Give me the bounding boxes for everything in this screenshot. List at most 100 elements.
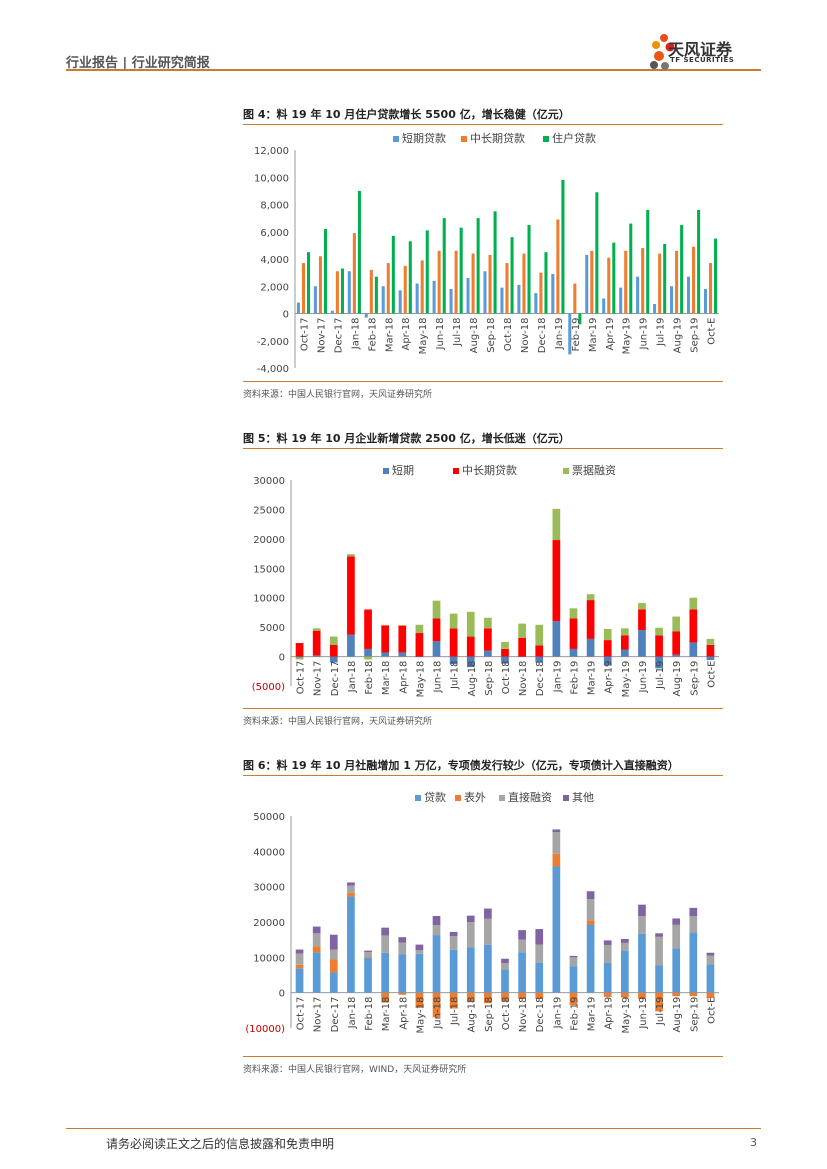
x-tick-label: Nov-18	[518, 997, 529, 1033]
y-tick-label: 2,000	[260, 282, 289, 293]
y-tick-label: 10,000	[254, 173, 289, 184]
x-tick-label: Feb-18	[364, 661, 375, 695]
bar-贷款	[655, 965, 663, 993]
bar-中长期贷款	[708, 263, 713, 314]
bar-短期	[552, 621, 561, 657]
x-tick-label: Apr-18	[401, 318, 412, 351]
bar-其他	[620, 938, 629, 943]
bar-住户贷款	[629, 223, 633, 314]
x-tick-label: May-19	[621, 661, 632, 698]
bar-贷款	[432, 935, 441, 993]
bar-表外	[603, 992, 612, 997]
bar-中长期贷款	[415, 633, 424, 657]
y-tick-label: 30000	[253, 883, 285, 894]
bar-短期贷款	[585, 254, 589, 314]
bar-短期贷款	[653, 303, 657, 314]
x-tick-label: Jan-19	[552, 997, 563, 1030]
y-tick-label: 0	[279, 989, 285, 1000]
x-tick-label: Jun-18	[433, 661, 444, 694]
bar-短期	[620, 649, 629, 657]
bar-贷款	[706, 964, 715, 993]
bar-中长期贷款	[432, 618, 441, 642]
figure-5-source: 资料来源：中国人民银行官网，天风证券研究所	[243, 717, 433, 727]
x-tick-label: Nov-17	[313, 997, 324, 1033]
bar-中长期贷款	[624, 250, 628, 314]
x-tick-label: Dec-18	[537, 318, 548, 354]
bar-中长期贷款	[675, 250, 679, 314]
bar-表外	[432, 992, 441, 1018]
bar-表外	[398, 992, 407, 995]
bar-住户贷款	[527, 224, 531, 314]
bar-中长期贷款	[312, 630, 321, 656]
bar-贷款	[484, 944, 492, 993]
x-tick-label: Sep-19	[689, 997, 700, 1032]
x-tick-label: Jul-19	[655, 997, 666, 1026]
x-tick-label: Nov-18	[518, 661, 529, 697]
bar-其他	[501, 958, 509, 963]
bar-贷款	[381, 952, 390, 993]
bar-贷款	[398, 954, 407, 993]
legend-label: 短期贷款	[402, 131, 446, 145]
x-tick-label: Feb-19	[569, 997, 580, 1031]
bar-中长期贷款	[620, 635, 629, 650]
bar-短期贷款	[534, 293, 538, 314]
y-tick-label: 40000	[253, 847, 285, 858]
bar-其他	[484, 908, 492, 919]
bar-住户贷款	[595, 192, 599, 314]
bar-贷款	[466, 947, 475, 993]
figure-5-rule	[243, 448, 723, 449]
bar-其他	[569, 955, 578, 958]
bar-票据融资	[415, 624, 424, 634]
x-tick-label: Oct-E	[707, 318, 718, 345]
x-tick-label: Aug-19	[672, 661, 683, 697]
x-tick-label: Jan-18	[347, 661, 358, 694]
bar-中长期贷款	[335, 271, 339, 314]
bar-票据融资	[603, 628, 612, 641]
bar-表外	[381, 992, 390, 1003]
bar-短期贷款	[551, 273, 555, 314]
bar-中长期贷款	[301, 263, 306, 314]
x-tick-label: Dec-17	[333, 318, 344, 354]
bar-中长期贷款	[569, 618, 578, 649]
x-tick-label: Feb-18	[364, 997, 375, 1031]
bar-短期	[603, 656, 612, 666]
bar-直接融资	[466, 922, 475, 948]
legend-swatch	[563, 468, 569, 474]
legend-label: 直接融资	[508, 790, 552, 804]
bar-短期贷款	[449, 288, 453, 314]
bar-中长期贷款	[586, 600, 595, 639]
x-tick-label: May-19	[622, 318, 633, 355]
legend-swatch	[461, 136, 467, 142]
legend-swatch	[543, 136, 549, 142]
bar-中长期贷款	[454, 250, 458, 314]
bar-表外	[535, 992, 544, 1000]
logo-text: 天风证券	[668, 40, 733, 59]
bar-贷款	[295, 968, 304, 993]
x-tick-label: Sep-18	[484, 661, 495, 696]
bar-住户贷款	[459, 227, 463, 314]
bar-表外	[586, 920, 595, 925]
bar-直接融资	[329, 949, 338, 960]
y-tick-label: (5000)	[252, 682, 285, 693]
x-tick-label: Oct-17	[296, 661, 307, 695]
bar-票据融资	[586, 594, 595, 601]
bar-表外	[620, 992, 629, 998]
legend-swatch	[383, 468, 389, 474]
bar-其他	[552, 829, 561, 833]
figure-4-title: 图 4：料 19 年 10 月住户贷款增长 5500 亿，增长稳健（亿元）	[243, 108, 570, 121]
bar-住户贷款	[561, 179, 565, 314]
bar-其他	[706, 952, 715, 956]
footer-disclaimer: 请务必阅读正文之后的信息披露和免责申明	[106, 1137, 335, 1151]
figure-6-bottom-rule	[243, 1056, 723, 1057]
bar-中长期贷款	[655, 635, 663, 657]
bar-短期	[484, 650, 492, 657]
y-tick-label: -4,000	[257, 364, 289, 375]
x-tick-label: Nov-18	[520, 318, 531, 354]
bar-中长期贷款	[437, 250, 441, 314]
legend-swatch	[455, 795, 461, 801]
bar-中长期贷款	[706, 644, 715, 657]
bar-贷款	[312, 952, 321, 993]
bar-短期	[347, 634, 355, 657]
bar-短期贷款	[296, 302, 300, 314]
legend-label: 中长期贷款	[462, 463, 517, 477]
